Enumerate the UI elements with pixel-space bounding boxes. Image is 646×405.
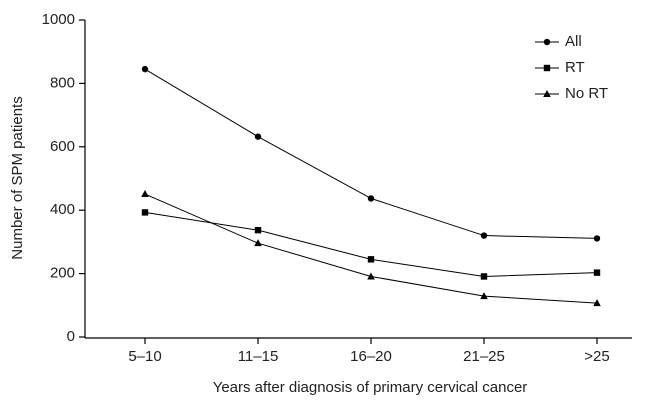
data-point [593,299,601,307]
data-point [254,239,262,247]
y-tick-label: 400 [50,201,75,218]
data-point [141,65,149,73]
data-point [480,292,488,300]
y-tick-label: 600 [50,138,75,155]
x-tick-label: 21–25 [463,348,505,365]
y-axis-label: Number of SPM patients [9,96,26,259]
x-tick-label: 5–10 [128,348,161,365]
data-point [593,235,601,242]
y-tick-label: 200 [50,265,75,282]
x-axis-label: Years after diagnosis of primary cervica… [213,379,528,396]
y-tick-label: 800 [50,74,75,91]
legend-label: RT [565,59,585,76]
series-line [144,68,598,239]
y-tick-label: 1000 [42,11,75,28]
x-tick-label: 16–20 [350,348,392,365]
data-point [254,226,262,234]
legend-label: All [565,33,582,50]
x-tick-label: 11–15 [238,348,279,365]
data-point [141,209,149,216]
legend-label: No RT [565,85,608,102]
data-point [254,133,262,140]
legend-marker [543,90,551,97]
series-line [144,193,598,304]
legend-marker [543,38,551,46]
y-tick-label: 0 [67,328,75,345]
x-tick-label: >25 [584,348,609,365]
data-point [480,273,488,280]
legend-marker [543,64,551,72]
data-point [367,256,375,263]
data-point [367,272,375,280]
data-point [367,195,375,202]
data-point [593,269,601,276]
data-point [480,232,488,239]
data-point [141,190,149,198]
series-line [144,211,598,277]
